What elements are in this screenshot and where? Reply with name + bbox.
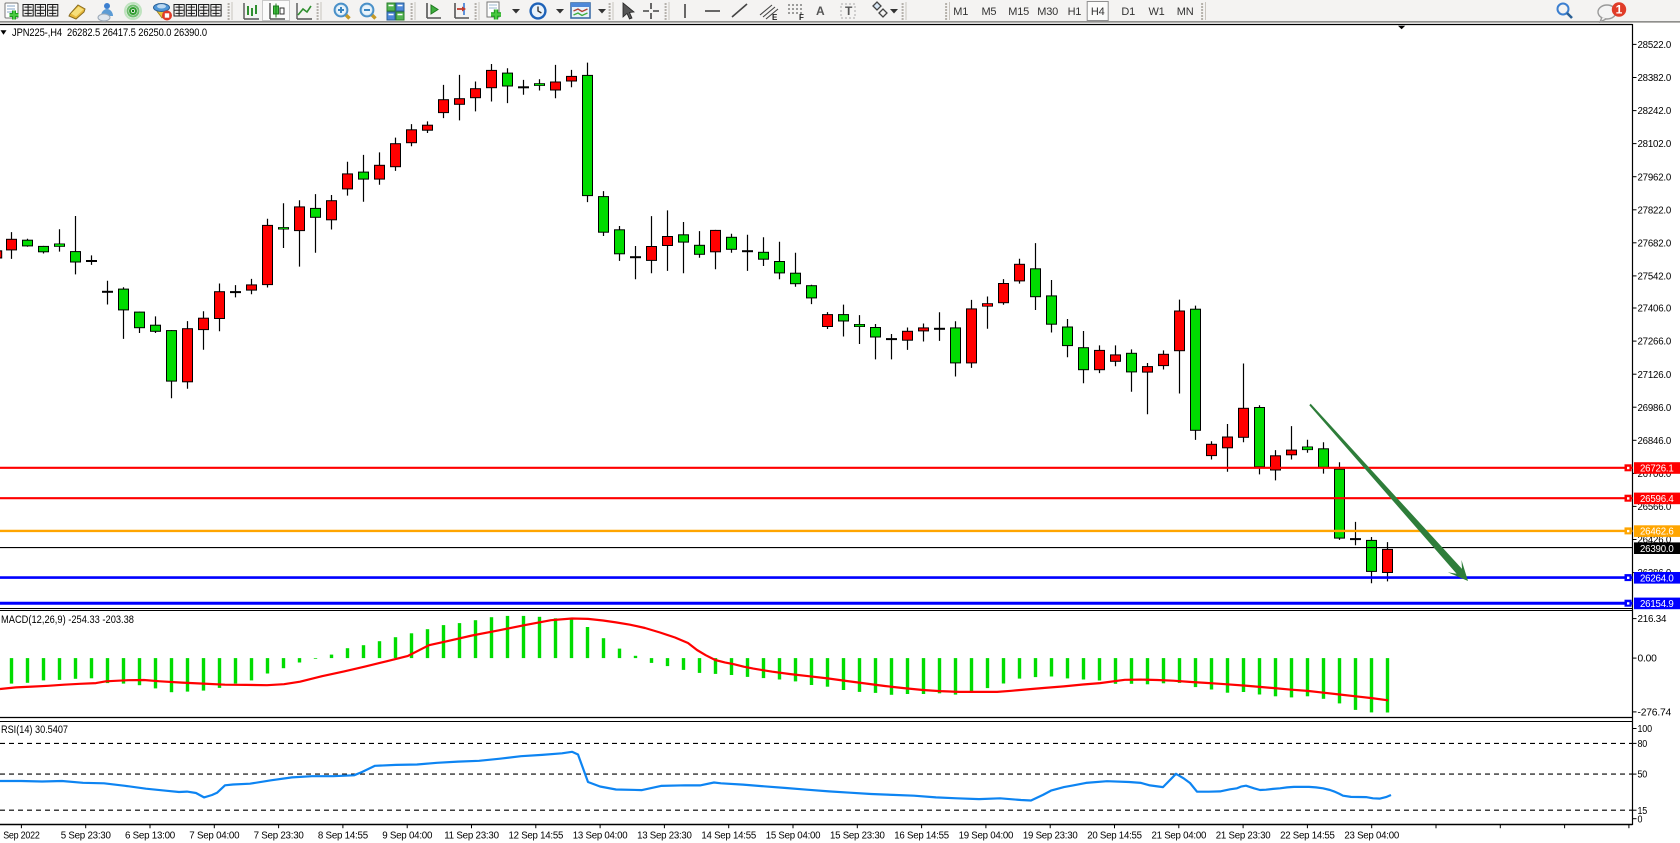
svg-text:26264.0: 26264.0 bbox=[1640, 573, 1674, 584]
svg-text:1: 1 bbox=[1616, 3, 1623, 17]
svg-text:13 Sep 04:00: 13 Sep 04:00 bbox=[573, 831, 628, 842]
svg-text:9 Sep 04:00: 9 Sep 04:00 bbox=[382, 831, 433, 842]
svg-text:26154.9: 26154.9 bbox=[1640, 599, 1674, 610]
svg-text:F: F bbox=[799, 13, 804, 22]
svg-text:27822.0: 27822.0 bbox=[1638, 205, 1672, 216]
svg-text:21 Sep 04:00: 21 Sep 04:00 bbox=[1152, 831, 1207, 842]
svg-text:28522.0: 28522.0 bbox=[1638, 40, 1672, 51]
svg-text:E: E bbox=[772, 13, 778, 22]
svg-text:MACD(12,26,9) -254.33 -203.38: MACD(12,26,9) -254.33 -203.38 bbox=[1, 614, 134, 626]
svg-text:19 Sep 04:00: 19 Sep 04:00 bbox=[959, 831, 1014, 842]
svg-text:26426.0: 26426.0 bbox=[1638, 535, 1672, 546]
svg-text:21 Sep 23:30: 21 Sep 23:30 bbox=[1216, 831, 1271, 842]
svg-text:20 Sep 14:55: 20 Sep 14:55 bbox=[1087, 831, 1142, 842]
svg-text:15: 15 bbox=[1638, 806, 1648, 817]
svg-text:H1: H1 bbox=[1068, 6, 1082, 18]
svg-text:22 Sep 14:55: 22 Sep 14:55 bbox=[1280, 831, 1335, 842]
svg-text:26706.0: 26706.0 bbox=[1638, 469, 1672, 480]
svg-text:216.34: 216.34 bbox=[1638, 614, 1667, 625]
svg-text:26390.0: 26390.0 bbox=[1640, 544, 1674, 555]
svg-text:26726.1: 26726.1 bbox=[1640, 464, 1674, 475]
svg-text:5 Sep 23:30: 5 Sep 23:30 bbox=[61, 831, 112, 842]
svg-text:-276.74: -276.74 bbox=[1638, 708, 1672, 719]
svg-text:12 Sep 14:55: 12 Sep 14:55 bbox=[509, 831, 564, 842]
svg-text:27406.0: 27406.0 bbox=[1638, 304, 1672, 315]
svg-text:50: 50 bbox=[1638, 770, 1648, 781]
svg-text:0: 0 bbox=[1638, 814, 1643, 825]
svg-text:0.00: 0.00 bbox=[1638, 654, 1658, 665]
svg-text:Sep 2022: Sep 2022 bbox=[3, 831, 40, 842]
svg-text:28382.0: 28382.0 bbox=[1638, 73, 1672, 84]
svg-text:27962.0: 27962.0 bbox=[1638, 172, 1672, 183]
svg-text:JPN225-,H4 26282.5 26417.5 26: JPN225-,H4 26282.5 26417.5 26250.0 26390… bbox=[12, 27, 207, 39]
svg-text:28242.0: 28242.0 bbox=[1638, 106, 1672, 117]
svg-text:H4: H4 bbox=[1091, 6, 1105, 18]
svg-text:6 Sep 13:00: 6 Sep 13:00 bbox=[125, 831, 176, 842]
svg-text:27266.0: 27266.0 bbox=[1638, 337, 1672, 348]
svg-text:19 Sep 23:30: 19 Sep 23:30 bbox=[1023, 831, 1078, 842]
svg-text:28102.0: 28102.0 bbox=[1638, 139, 1672, 150]
svg-text:RSI(14) 30.5407: RSI(14) 30.5407 bbox=[1, 724, 68, 736]
svg-text:27682.0: 27682.0 bbox=[1638, 238, 1672, 249]
svg-text:80: 80 bbox=[1638, 739, 1648, 750]
svg-text:23 Sep 04:00: 23 Sep 04:00 bbox=[1344, 831, 1399, 842]
svg-text:27542.0: 27542.0 bbox=[1638, 272, 1672, 283]
svg-text:15 Sep 23:30: 15 Sep 23:30 bbox=[830, 831, 885, 842]
svg-text:14 Sep 14:55: 14 Sep 14:55 bbox=[701, 831, 756, 842]
svg-text:D1: D1 bbox=[1121, 6, 1135, 18]
svg-text:15 Sep 04:00: 15 Sep 04:00 bbox=[766, 831, 821, 842]
svg-text:13 Sep 23:30: 13 Sep 23:30 bbox=[637, 831, 692, 842]
svg-text:27126.0: 27126.0 bbox=[1638, 370, 1672, 381]
svg-text:M15: M15 bbox=[1008, 6, 1029, 18]
svg-text:MN: MN bbox=[1177, 6, 1194, 18]
svg-text:7 Sep 04:00: 7 Sep 04:00 bbox=[189, 831, 240, 842]
svg-text:26846.0: 26846.0 bbox=[1638, 436, 1672, 447]
svg-text:11 Sep 23:30: 11 Sep 23:30 bbox=[444, 831, 499, 842]
svg-text:W1: W1 bbox=[1148, 6, 1164, 18]
svg-text:M5: M5 bbox=[981, 6, 996, 18]
svg-text:16 Sep 14:55: 16 Sep 14:55 bbox=[894, 831, 949, 842]
svg-text:26596.4: 26596.4 bbox=[1640, 494, 1674, 505]
svg-text:100: 100 bbox=[1638, 724, 1653, 735]
svg-text:7 Sep 23:30: 7 Sep 23:30 bbox=[254, 831, 305, 842]
svg-text:A: A bbox=[816, 4, 825, 18]
svg-text:26462.6: 26462.6 bbox=[1640, 527, 1674, 538]
svg-text:M1: M1 bbox=[953, 6, 968, 18]
svg-text:26566.0: 26566.0 bbox=[1638, 502, 1672, 513]
svg-text:M30: M30 bbox=[1037, 6, 1058, 18]
svg-text:8 Sep 14:55: 8 Sep 14:55 bbox=[318, 831, 369, 842]
svg-text:26986.0: 26986.0 bbox=[1638, 403, 1672, 414]
svg-text:T: T bbox=[845, 4, 853, 18]
